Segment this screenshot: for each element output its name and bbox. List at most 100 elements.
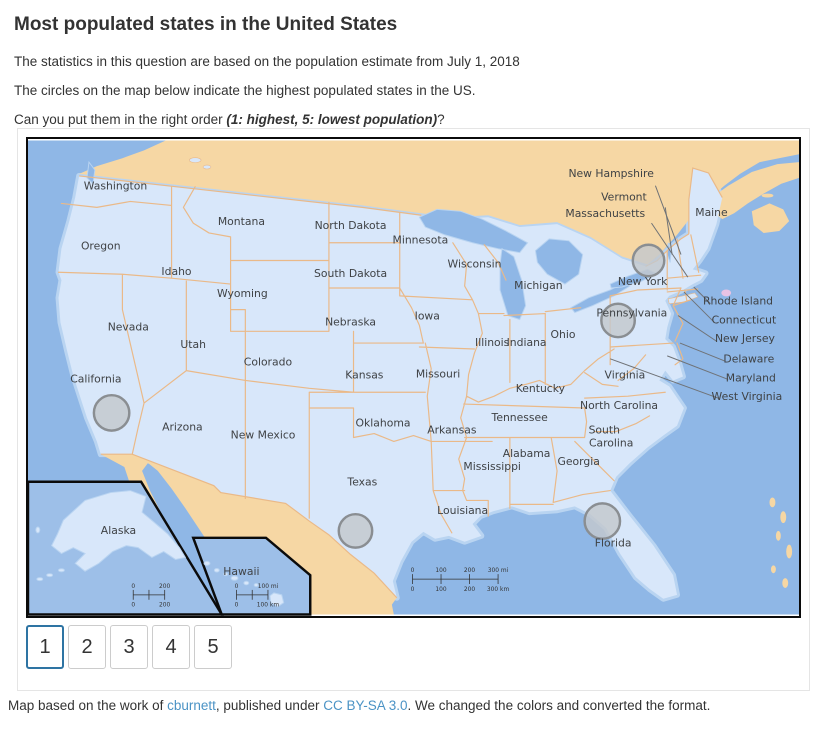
urban-area-marker	[721, 289, 732, 297]
state-label: Arizona	[162, 421, 203, 434]
state-label: Rhode Island	[703, 295, 773, 308]
scalebar-label: 100	[435, 587, 446, 593]
state-label: Vermont	[601, 190, 647, 203]
state-label: Mississippi	[463, 460, 521, 473]
scalebar-label: 200	[464, 587, 475, 593]
answer-options: 1 2 3 4 5	[26, 625, 801, 669]
question-prompt-italic: (1: highest, 5: lowest population)	[226, 112, 438, 127]
answer-button-1[interactable]: 1	[26, 625, 64, 669]
state-label: Alabama	[503, 447, 551, 460]
state-label: Idaho	[161, 265, 191, 278]
state-label: Carolina	[589, 436, 633, 449]
leader-line	[610, 358, 719, 399]
state-label: Minnesota	[393, 234, 449, 247]
lake-erie	[570, 281, 631, 314]
answer-button-4[interactable]: 4	[152, 625, 190, 669]
scalebar-label: 200	[464, 568, 475, 574]
state-label: Georgia	[558, 455, 600, 468]
population-circle-florida[interactable]	[583, 502, 622, 541]
state-label: New Jersey	[715, 332, 776, 345]
state-label: Oklahoma	[356, 417, 411, 430]
population-circle-pennsylvania[interactable]	[600, 302, 636, 339]
state-label: Texas	[346, 476, 377, 489]
leader-line	[664, 207, 673, 255]
leader-line	[679, 342, 725, 362]
state-label: Florida	[595, 537, 632, 550]
state-label: North Carolina	[580, 399, 658, 412]
population-circle-new-york[interactable]	[631, 243, 666, 278]
state-label: Ohio	[551, 328, 576, 341]
state-label: Michigan	[514, 279, 562, 292]
state-label: Tennessee	[491, 411, 549, 424]
nova-scotia	[751, 203, 790, 233]
state-label: Washington	[84, 180, 147, 193]
state-label: Illinois	[475, 336, 510, 349]
attribution-text-1: Map based on the work of	[8, 698, 168, 713]
prince-edward-island	[761, 193, 774, 198]
scalebar-label: 0	[131, 584, 135, 590]
canada-landmass	[79, 140, 799, 265]
population-circles-layer	[92, 243, 666, 549]
lake-superior	[418, 208, 529, 254]
lake-michigan	[499, 247, 527, 321]
state-label: South	[589, 424, 620, 437]
scalebar-label: 200	[159, 584, 170, 590]
state-borders	[57, 186, 702, 534]
state-label: Kentucky	[516, 382, 566, 395]
state-label: Massachusetts	[565, 207, 645, 220]
leader-line	[693, 286, 711, 305]
mexico-us-border	[100, 453, 398, 599]
state-label: South Dakota	[314, 267, 387, 280]
scalebar-label: 0	[131, 603, 135, 609]
question-description-1: The statistics in this question are base…	[14, 54, 520, 69]
state-label: Alaska	[101, 524, 136, 537]
state-label: California	[70, 372, 121, 385]
scalebar-label: 300 mi	[488, 568, 509, 574]
question-prompt-text: Can you put them in the right order	[14, 112, 227, 127]
answer-button-3[interactable]: 3	[110, 625, 148, 669]
mexico-landmass	[100, 454, 397, 615]
state-label: Virginia	[605, 368, 646, 381]
alaska-landmass	[50, 490, 187, 572]
state-label: Nebraska	[325, 315, 376, 328]
state-label: New Mexico	[231, 428, 296, 441]
state-label: New Hampshire	[568, 167, 654, 180]
question-prompt-suffix: ?	[437, 112, 445, 127]
state-label: Utah	[180, 338, 206, 351]
answer-button-2[interactable]: 2	[68, 625, 106, 669]
state-label: Hawaii	[223, 565, 259, 578]
license-link[interactable]: CC BY-SA 3.0	[323, 698, 408, 713]
attribution: Map based on the work of cburnett, publi…	[8, 698, 710, 713]
quiz-page: Most populated states in the United Stat…	[0, 0, 832, 127]
scalebar-label: 100 km	[257, 603, 280, 609]
state-label: Wisconsin	[448, 257, 502, 270]
question-description-2: The circles on the map below indicate th…	[14, 83, 476, 98]
state-label: Arkansas	[427, 424, 477, 437]
page-title: Most populated states in the United Stat…	[14, 14, 398, 35]
population-circle-texas[interactable]	[337, 512, 374, 549]
scalebar-label: 0	[411, 568, 415, 574]
leader-line	[667, 355, 729, 380]
scalebars-layer: 0 100 200 300 mi 0 100 200 300 km 0 200 0 200 0 100 m…	[131, 568, 509, 608]
state-label: Wyoming	[217, 287, 268, 300]
state-label: Kansas	[345, 368, 384, 381]
state-label: Missouri	[416, 368, 460, 381]
gulf-island	[202, 164, 212, 170]
state-label: Iowa	[415, 309, 440, 322]
author-link[interactable]: cburnett	[167, 698, 216, 713]
state-label: Maine	[695, 206, 728, 219]
attribution-text-3: . We changed the colors and converted th…	[407, 698, 711, 713]
answer-button-5[interactable]: 5	[194, 625, 232, 669]
state-label: Pennsylvania	[596, 307, 667, 320]
aleutian-islands	[35, 526, 65, 582]
scalebar-label: 100	[435, 568, 446, 574]
bahamas-islands	[769, 497, 793, 588]
us-map: Washington Montana North Dakota Minnesota Or…	[28, 140, 799, 616]
state-label: Connecticut	[712, 313, 777, 326]
question-prompt: Can you put them in the right order (1: …	[14, 112, 818, 127]
scalebar-label: 200	[159, 603, 170, 609]
quiz-container: Washington Montana North Dakota Minnesota Or…	[17, 128, 810, 691]
population-circle-california[interactable]	[92, 393, 131, 432]
state-label: Oregon	[81, 240, 121, 253]
hawaii-islands	[203, 560, 285, 608]
